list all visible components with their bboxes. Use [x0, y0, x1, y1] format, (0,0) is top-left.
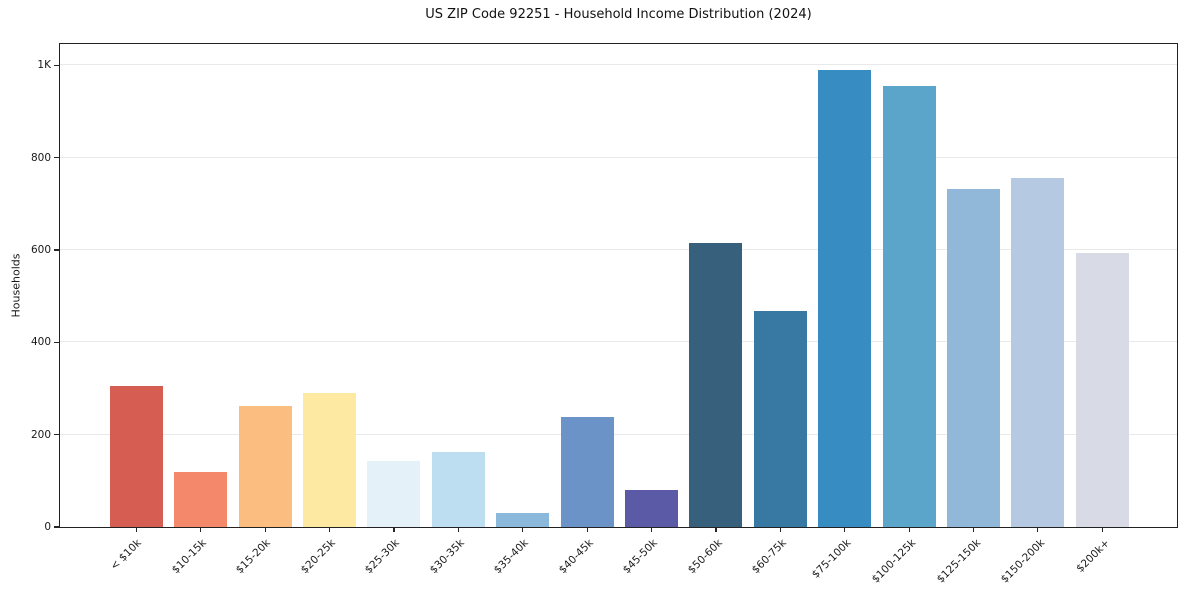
gridline — [60, 156, 1177, 158]
bar-$25-30k — [367, 460, 421, 527]
x-tick-mark — [457, 527, 459, 532]
bar-$10-15k — [174, 471, 228, 527]
x-tick-label: $40-45k — [556, 537, 596, 577]
y-tick-label: 1K — [37, 59, 51, 72]
x-tick-mark — [1037, 527, 1039, 532]
x-tick-mark — [393, 527, 395, 532]
x-tick-mark — [200, 527, 202, 532]
y-tick-mark — [54, 526, 59, 528]
x-tick-mark — [135, 527, 137, 532]
x-tick-label: $150-200k — [998, 537, 1048, 586]
bar-$30-35k — [431, 452, 485, 527]
y-tick-label: 0 — [44, 521, 51, 533]
plot-area: 0 200 400 600 800 1K — [31, 43, 1178, 533]
x-tick-label: $30-35k — [427, 537, 467, 577]
bar-$15-20k — [238, 406, 292, 527]
x-tick-mark — [908, 527, 910, 532]
x-tick-label: $60-75k — [750, 537, 790, 577]
x-tick-label: $35-40k — [491, 537, 532, 577]
gridline — [60, 248, 1177, 250]
bar-< $10k — [109, 386, 163, 527]
x-axis-labels: < $10k $10-15k $15-20k $20-25k $25-30k $30-35… — [59, 534, 1178, 590]
bar-$150-200k — [1011, 178, 1065, 527]
x-tick-mark — [650, 527, 653, 532]
x-tick-mark — [844, 527, 846, 532]
x-axis-ticks — [60, 44, 1177, 532]
chart-title: US ZIP Code 92251 - Household Income Dis… — [425, 7, 812, 22]
x-tick-label: $25-30k — [362, 537, 403, 577]
x-tick-label: $15-20k — [233, 537, 274, 577]
gridline — [60, 341, 1177, 343]
x-tick-label: $100-125k — [869, 537, 919, 586]
gridline — [60, 433, 1177, 435]
x-tick-mark — [972, 527, 975, 532]
y-tick-label: 200 — [30, 428, 51, 441]
x-tick-label: $50-60k — [685, 537, 725, 577]
x-tick-mark — [586, 527, 588, 532]
x-tick-mark — [328, 527, 331, 532]
y-axis-title: Households — [0, 43, 46, 528]
bar-$60-75k — [753, 310, 807, 527]
y-tick-mark — [54, 157, 59, 159]
x-tick-label: $200k+ — [1073, 537, 1112, 575]
x-tick-label: $45-50k — [620, 537, 661, 577]
gridline — [60, 64, 1177, 66]
x-tick-mark — [1101, 527, 1103, 532]
y-tick-mark — [54, 341, 59, 343]
bar-$50-60k — [689, 242, 743, 527]
bar-$75-100k — [818, 69, 872, 527]
x-tick-label: $75-100k — [809, 537, 854, 581]
y-tick-mark — [54, 64, 59, 66]
bar-$100-125k — [882, 86, 936, 527]
bar-$45-50k — [625, 490, 678, 527]
y-tick-mark — [54, 249, 59, 251]
bar-$20-25k — [303, 392, 356, 527]
x-tick-label: $10-15k — [169, 537, 209, 577]
x-tick-mark — [715, 527, 717, 532]
y-tick-label: 800 — [30, 151, 51, 164]
bar-$200k+ — [1075, 253, 1129, 527]
y-axis-title-text: Households — [9, 253, 23, 318]
y-axis-ticks: 0 200 400 600 800 1K — [31, 44, 1177, 533]
bar-$35-40k — [496, 513, 550, 527]
x-tick-mark — [522, 527, 524, 532]
x-tick-mark — [264, 527, 266, 532]
y-tick-label: 400 — [30, 336, 51, 349]
x-tick-label: < $10k — [108, 537, 145, 573]
gridlines-layer — [60, 44, 1177, 527]
y-tick-label: 600 — [30, 243, 51, 256]
bar-$125-150k — [947, 189, 1000, 527]
y-tick-mark — [54, 434, 59, 436]
bar-$40-45k — [560, 417, 614, 527]
x-tick-mark — [779, 527, 781, 532]
x-tick-label: $20-25k — [298, 537, 338, 577]
bars-layer — [60, 44, 1177, 527]
x-tick-label: $125-150k — [934, 537, 983, 586]
